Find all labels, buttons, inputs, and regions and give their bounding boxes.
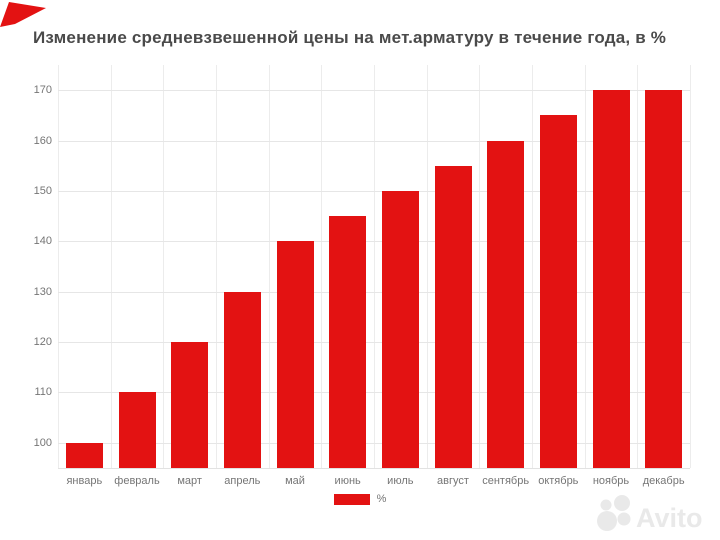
horizontal-gridline: [58, 442, 690, 444]
vertical-gridline: [110, 65, 112, 468]
vertical-gridline: [374, 65, 375, 468]
bar-апрель: [223, 291, 261, 468]
y-axis-tick-label: 170: [33, 84, 52, 97]
x-axis-tick-label: октябрь: [538, 475, 579, 487]
x-axis-tick-label: май: [285, 475, 305, 487]
y-axis-tick-label: 150: [33, 184, 52, 197]
legend-series-label: %: [376, 493, 387, 505]
vertical-gridline: [216, 65, 217, 468]
legend-swatch: [333, 493, 370, 505]
x-axis-tick-label: апрель: [224, 475, 261, 487]
y-axis-tick-label: 140: [33, 235, 52, 248]
y-axis-tick-label: 100: [33, 436, 52, 449]
vertical-gridline: [163, 65, 165, 468]
bar-октябрь: [539, 115, 577, 468]
horizontal-gridline: [58, 140, 690, 142]
x-axis-tick-label: ноябрь: [592, 475, 630, 487]
chart-legend: %: [0, 493, 720, 505]
vertical-gridline: [268, 65, 270, 468]
bar-январь: [65, 442, 103, 468]
bar-июнь: [329, 216, 367, 468]
vertical-gridline: [584, 65, 586, 468]
x-axis-tick-label: февраль: [114, 475, 160, 487]
y-axis-tick-label: 110: [34, 386, 52, 399]
vertical-gridline: [58, 65, 59, 468]
bar-декабрь: [645, 90, 683, 468]
vertical-gridline: [479, 65, 481, 468]
horizontal-gridline: [58, 241, 690, 243]
x-axis-tick-label: март: [177, 475, 202, 487]
x-axis-baseline: [58, 468, 690, 469]
y-axis-tick-label: 130: [33, 285, 52, 298]
bar-май: [276, 241, 314, 468]
vertical-gridline: [426, 65, 428, 468]
bar-февраль: [118, 392, 156, 468]
x-axis-tick-label: сентябрь: [482, 475, 530, 487]
bar-ноябрь: [592, 90, 630, 468]
x-axis-tick-label: декабрь: [642, 475, 685, 487]
x-axis-tick-label: июль: [387, 475, 414, 487]
horizontal-gridline: [58, 392, 690, 394]
chart-title: Изменение средневзвешенной цены на мет.а…: [33, 28, 667, 47]
x-axis-tick-label: июнь: [334, 475, 361, 487]
bar-июль: [381, 190, 419, 468]
y-axis-tick-label: 120: [33, 336, 52, 349]
x-axis-tick-label: август: [437, 475, 469, 487]
red-corner-ribbon-icon: [0, 2, 46, 27]
vertical-gridline: [690, 65, 691, 468]
horizontal-gridline: [58, 342, 690, 344]
vertical-gridline: [532, 65, 533, 468]
avito-watermark-text: Avito: [636, 503, 703, 533]
avito-watermark-logo: Avito: [597, 495, 703, 533]
horizontal-gridline: [58, 90, 690, 92]
vertical-gridline: [637, 65, 639, 468]
vertical-gridline: [321, 65, 323, 468]
horizontal-gridline: [58, 291, 690, 293]
x-axis-tick-label: январь: [66, 475, 103, 487]
bar-август: [434, 165, 472, 468]
y-axis-tick-label: 160: [33, 134, 52, 147]
horizontal-gridline: [58, 190, 690, 192]
bar-март: [171, 342, 209, 468]
bar-сентябрь: [487, 140, 525, 468]
